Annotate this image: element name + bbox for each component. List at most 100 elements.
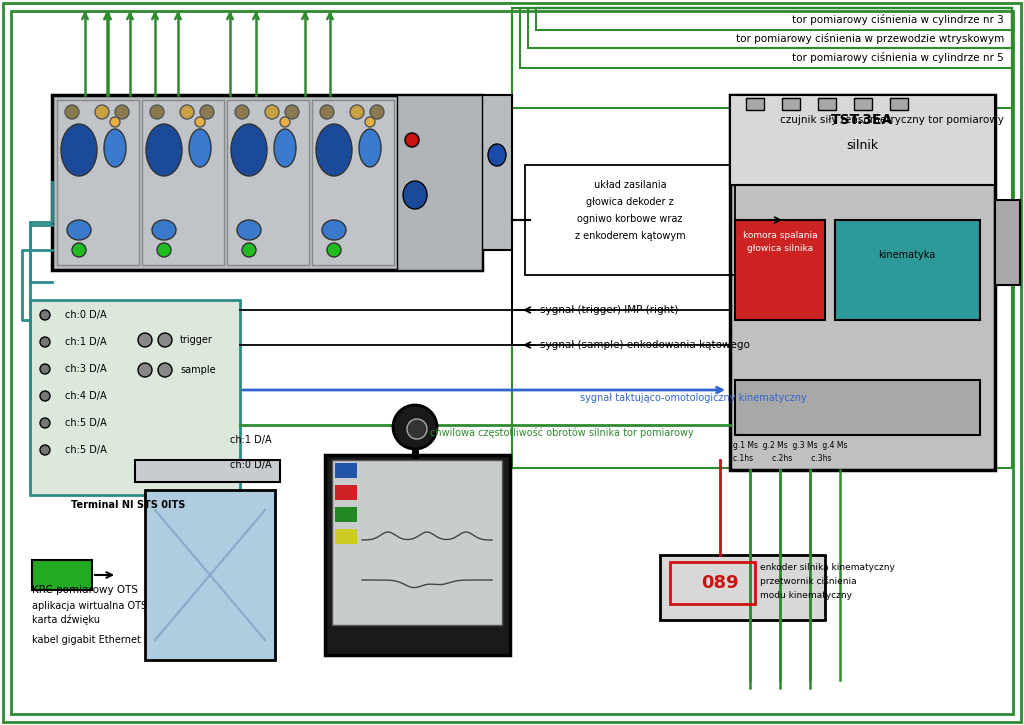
Text: c.1hs        c.2hs        c.3hs: c.1hs c.2hs c.3hs	[733, 454, 831, 463]
Circle shape	[40, 337, 50, 347]
Ellipse shape	[61, 124, 97, 176]
Circle shape	[407, 419, 427, 439]
Ellipse shape	[189, 129, 211, 167]
Bar	[335, 463, 357, 478]
Bar	[397, 95, 482, 270]
Circle shape	[285, 105, 299, 119]
Circle shape	[40, 310, 50, 320]
Text: sygnał (trigger) IMP (right): sygnał (trigger) IMP (right)	[540, 305, 678, 315]
Circle shape	[158, 363, 172, 377]
Text: sygnał taktująco-omotologiczny kinematyczny: sygnał taktująco-omotologiczny kinematyc…	[580, 393, 807, 403]
Bar	[818, 98, 836, 110]
Text: tor pomiarowy ciśnienia w cylindrze nr 5: tor pomiarowy ciśnienia w cylindrze nr 5	[793, 51, 1004, 62]
Text: tor pomiarowy ciśnienia w przewodzie wtryskowym: tor pomiarowy ciśnienia w przewodzie wtr…	[736, 33, 1004, 44]
Circle shape	[157, 243, 171, 257]
Circle shape	[406, 133, 419, 147]
Bar	[32, 560, 92, 590]
Bar	[730, 95, 995, 470]
Bar	[335, 507, 357, 522]
Circle shape	[40, 418, 50, 428]
Text: aplikacja wirtualna OTS: aplikacja wirtualna OTS	[32, 601, 147, 611]
Text: z enkoderem kątowym: z enkoderem kątowym	[574, 231, 685, 241]
Text: kabel gigabit Ethernet: kabel gigabit Ethernet	[32, 635, 141, 645]
Text: karta dźwięku: karta dźwięku	[32, 615, 100, 625]
Bar	[528, 8, 1012, 48]
Circle shape	[365, 117, 375, 127]
Circle shape	[234, 105, 249, 119]
Text: ch:4 D/A: ch:4 D/A	[65, 391, 106, 401]
Bar	[335, 529, 357, 544]
Ellipse shape	[237, 220, 261, 240]
Text: ch:1 D/A: ch:1 D/A	[230, 435, 271, 445]
Text: ch:1 D/A: ch:1 D/A	[65, 337, 106, 347]
Text: sygnał (sample) enkodowania kątowego: sygnał (sample) enkodowania kątowego	[540, 340, 750, 350]
Text: chwilowa częstotliwość obrotów silnika tor pomiarowy: chwilowa częstotliwość obrotów silnika t…	[430, 426, 693, 437]
Ellipse shape	[146, 124, 182, 176]
Bar	[782, 98, 800, 110]
Text: przetwornik ciśnienia: przetwornik ciśnienia	[760, 576, 857, 586]
Text: ch:5 D/A: ch:5 D/A	[65, 418, 106, 428]
Ellipse shape	[403, 181, 427, 209]
Bar	[735, 380, 980, 435]
Text: ch:0 D/A: ch:0 D/A	[65, 310, 106, 320]
Circle shape	[72, 243, 86, 257]
Bar	[730, 95, 995, 185]
Ellipse shape	[488, 144, 506, 166]
Bar	[335, 485, 357, 500]
Text: głowica dekoder z: głowica dekoder z	[586, 197, 674, 207]
Circle shape	[115, 105, 129, 119]
Text: kinematyka: kinematyka	[879, 250, 936, 260]
Ellipse shape	[274, 129, 296, 167]
Bar	[995, 200, 1020, 285]
Bar	[30, 300, 240, 495]
Bar	[135, 460, 280, 482]
Bar	[735, 220, 825, 320]
Bar	[536, 8, 1012, 30]
Text: modu kinematyczny: modu kinematyczny	[760, 590, 852, 600]
Text: Terminal NI STS 0ITS: Terminal NI STS 0ITS	[71, 500, 185, 510]
Text: układ zasilania: układ zasilania	[594, 180, 667, 190]
Circle shape	[319, 105, 334, 119]
Circle shape	[180, 105, 194, 119]
Circle shape	[370, 105, 384, 119]
Bar	[525, 165, 735, 275]
Bar	[890, 98, 908, 110]
Text: głowica silnika: głowica silnika	[746, 244, 813, 252]
Bar	[325, 455, 510, 655]
Text: enkoder silnika kinematyczny: enkoder silnika kinematyczny	[760, 563, 895, 571]
Text: tor pomiarowy ciśnienia w cylindrze nr 3: tor pomiarowy ciśnienia w cylindrze nr 3	[793, 14, 1004, 25]
Bar	[312, 100, 394, 265]
Circle shape	[138, 363, 152, 377]
Bar	[520, 8, 1012, 68]
Bar	[512, 8, 1012, 108]
Bar	[482, 95, 512, 250]
Bar	[227, 100, 309, 265]
Circle shape	[158, 333, 172, 347]
Text: 089: 089	[701, 574, 738, 592]
Bar	[854, 98, 872, 110]
Bar	[835, 220, 980, 320]
Text: KRC pomiarowy OTS: KRC pomiarowy OTS	[32, 585, 138, 595]
Ellipse shape	[359, 129, 381, 167]
Ellipse shape	[67, 220, 91, 240]
Text: TST.3EA: TST.3EA	[830, 113, 893, 127]
Bar	[660, 555, 825, 620]
Bar	[145, 490, 275, 660]
Text: komora spalania: komora spalania	[742, 231, 817, 239]
Circle shape	[110, 117, 120, 127]
Text: ogniwo korbowe wraz: ogniwo korbowe wraz	[578, 214, 683, 224]
Bar	[332, 460, 502, 625]
Text: ch:3 D/A: ch:3 D/A	[65, 364, 106, 374]
Circle shape	[95, 105, 109, 119]
Circle shape	[280, 117, 290, 127]
Text: czujnik siły tensometryczny tor pomiarowy: czujnik siły tensometryczny tor pomiarow…	[780, 115, 1004, 125]
Circle shape	[40, 364, 50, 374]
Text: ch:5 D/A: ch:5 D/A	[65, 445, 106, 455]
Bar	[52, 95, 482, 270]
Text: ch:0 D/A: ch:0 D/A	[230, 460, 271, 470]
Bar	[670, 562, 755, 604]
Circle shape	[200, 105, 214, 119]
Text: silnik: silnik	[846, 138, 878, 152]
Circle shape	[327, 243, 341, 257]
Bar	[512, 8, 1012, 468]
